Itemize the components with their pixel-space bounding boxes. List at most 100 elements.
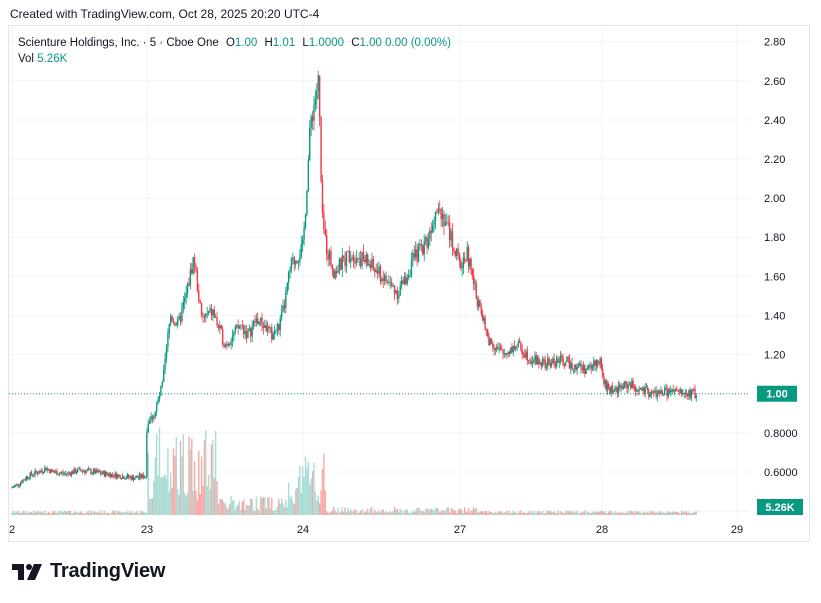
volume-bar (580, 512, 582, 515)
volume-bar (412, 510, 414, 515)
price-tick-label: 2.40 (764, 115, 785, 127)
candle-body (109, 473, 112, 478)
volume-bar (458, 508, 461, 515)
volume-bar (524, 512, 526, 515)
volume-bar (471, 510, 474, 515)
volume-bar (453, 510, 455, 515)
volume-bar (535, 512, 537, 515)
volume-bar (499, 511, 502, 515)
volume-bar (153, 480, 155, 515)
volume-bar (437, 508, 440, 515)
volume-bar (39, 510, 41, 515)
candle-body (337, 270, 339, 273)
candle-body (171, 316, 173, 322)
volume-bar (118, 511, 120, 515)
volume-bar (171, 487, 173, 515)
volume-bar (595, 511, 598, 515)
candle-body (268, 326, 270, 329)
candle-body (28, 478, 30, 480)
volume-bar (309, 484, 311, 515)
volume-bar (179, 440, 182, 515)
volume-bar (490, 512, 493, 515)
volume-bar (654, 512, 656, 515)
volume-bar (150, 498, 152, 515)
candle-body (498, 347, 500, 349)
legend-row-ohlc: Scienture Holdings, Inc. · 5 · Cboe One … (18, 37, 451, 49)
candle-body (612, 390, 615, 392)
volume-bar (631, 510, 633, 515)
volume-bar (416, 507, 418, 515)
candle-body (223, 344, 225, 348)
candle-body (227, 343, 229, 346)
volume-bar (184, 492, 186, 515)
candle-body (385, 275, 387, 282)
volume-bar (627, 512, 629, 515)
candle-body (231, 335, 234, 342)
volume-bar (283, 507, 286, 515)
volume-bar (126, 511, 129, 515)
volume-bar (12, 510, 14, 515)
candle-body (437, 208, 440, 213)
candle-body (95, 469, 97, 474)
candle-body (321, 180, 324, 213)
volume-bar (502, 513, 504, 515)
candle-body (361, 251, 363, 267)
volume-bar (22, 511, 24, 515)
volume-bar (539, 511, 541, 515)
volume-bar (58, 510, 61, 515)
volume-bar (383, 512, 386, 515)
candle-body (440, 208, 442, 220)
candle-body (490, 338, 493, 344)
volume-bar (137, 513, 140, 515)
candle-body (655, 390, 657, 397)
candle-body (311, 116, 314, 121)
candle-body (538, 357, 540, 365)
volume-bar (65, 511, 68, 515)
candle-body (296, 261, 298, 263)
volume-bar (462, 512, 465, 515)
volume-bar (429, 510, 431, 515)
volume-bar (41, 512, 44, 515)
volume-bar (155, 433, 158, 515)
candle-body (297, 261, 300, 263)
volume-bar (285, 499, 287, 515)
volume-bar (102, 512, 104, 515)
volume-bar (691, 513, 694, 515)
volume-bar (259, 496, 262, 515)
candle-body (626, 384, 628, 389)
volume-bar (440, 510, 442, 515)
candle-body (535, 355, 537, 365)
volume-bar (527, 511, 530, 515)
volume-bar (357, 512, 359, 515)
volume-bar (495, 513, 498, 515)
volume-bar (593, 511, 595, 515)
candle-body (141, 474, 143, 478)
candle-body (224, 344, 227, 348)
candle-body (262, 325, 265, 329)
volume-bar (518, 511, 521, 515)
volume-bar (103, 510, 106, 515)
candle-body (599, 358, 601, 364)
candle-body (601, 368, 604, 377)
volume-bar (369, 508, 372, 515)
candle-body (47, 468, 50, 470)
candle-body (347, 250, 349, 252)
volume-bar (680, 510, 683, 515)
volume-bar (63, 510, 65, 515)
volume-bar (358, 512, 360, 515)
candle-body (148, 420, 151, 424)
candle-body (615, 387, 617, 389)
volume-bar (151, 498, 154, 515)
volume-bar (512, 510, 514, 515)
candle-body (341, 255, 343, 270)
candle-body (621, 385, 623, 389)
volume-bar (378, 510, 380, 515)
volume-bar (521, 513, 523, 515)
volume-bar (84, 513, 86, 515)
candle-body (286, 282, 288, 292)
candle-body (309, 127, 311, 161)
volume-bar (324, 490, 326, 515)
volume-bar (344, 507, 346, 515)
candle-body (82, 470, 85, 472)
